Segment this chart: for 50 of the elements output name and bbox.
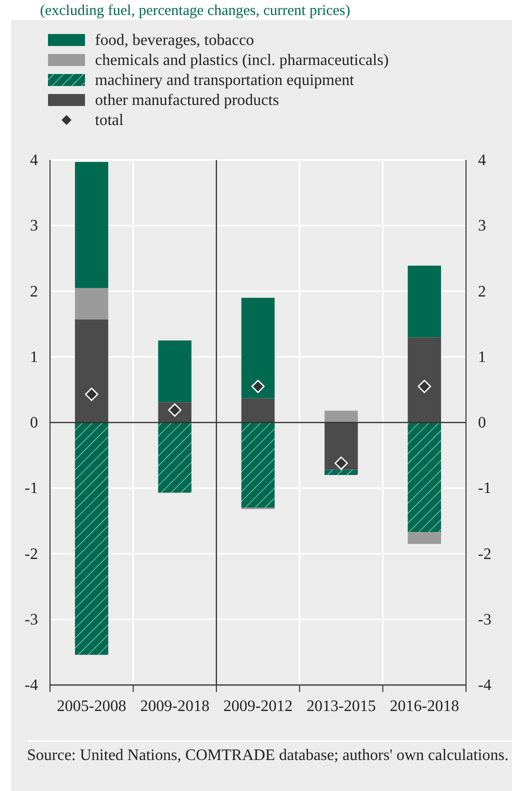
x-tick-label: 2009-2012 (223, 698, 293, 715)
bar (241, 422, 275, 508)
bar (324, 470, 358, 475)
point (251, 380, 265, 394)
bar (74, 162, 108, 288)
x-tick-label: 2005-2008 (56, 698, 126, 715)
y2-tick-label: -2 (478, 546, 492, 563)
bar (74, 319, 108, 422)
y2-tick-label: -3 (478, 611, 492, 628)
y-tick-label: 2 (30, 283, 38, 300)
legend-label: other manufactured products (95, 92, 279, 109)
bar (408, 337, 442, 422)
x-tick-label: 2013-2015 (306, 698, 376, 715)
y2-tick-label: 3 (478, 218, 486, 235)
bar (74, 422, 108, 655)
point (84, 388, 98, 401)
x-tick-label: 2009-2018 (140, 698, 210, 715)
y-tick-label: -2 (24, 546, 38, 563)
bar (324, 422, 358, 470)
x-tick-label: 2016-2018 (390, 698, 460, 715)
bar (408, 266, 442, 338)
bar (324, 410, 358, 422)
y-tick-label: 1 (30, 348, 38, 366)
point (418, 380, 432, 394)
legend-label: machinery and transportation equipment (95, 72, 355, 89)
legend-label: chemicals and plastics (incl. pharmaceuticals) (95, 52, 389, 69)
y2-tick-label: -1 (478, 480, 492, 498)
bar (241, 298, 275, 398)
y-tick-label: 3 (30, 218, 38, 235)
legend-label: food, beverages, tobacco (95, 32, 254, 49)
bar (74, 288, 108, 320)
bar (241, 398, 275, 422)
bar (408, 532, 442, 544)
bar (158, 340, 192, 402)
y2-tick-label: 0 (478, 414, 486, 432)
source-note: Source: United Nations, COMTRADE database; authors' own calculations. (27, 747, 509, 765)
y2-tick-label: 2 (478, 283, 486, 300)
legend-label: total (95, 112, 124, 129)
y2-tick-label: 1 (478, 348, 486, 366)
y-tick-label: 0 (30, 414, 38, 432)
y2-tick-label: -4 (478, 677, 492, 694)
chart-subtitle: (excluding fuel, percentage changes, current prices) (40, 3, 350, 19)
y-tick-label: -3 (24, 611, 38, 628)
y-tick-label: 4 (30, 152, 38, 169)
point (334, 456, 348, 470)
y-tick-label: -4 (24, 677, 38, 694)
y2-tick-label: 4 (478, 152, 486, 169)
bar (158, 422, 192, 493)
bar (408, 422, 442, 532)
y-tick-label: -1 (24, 480, 38, 498)
